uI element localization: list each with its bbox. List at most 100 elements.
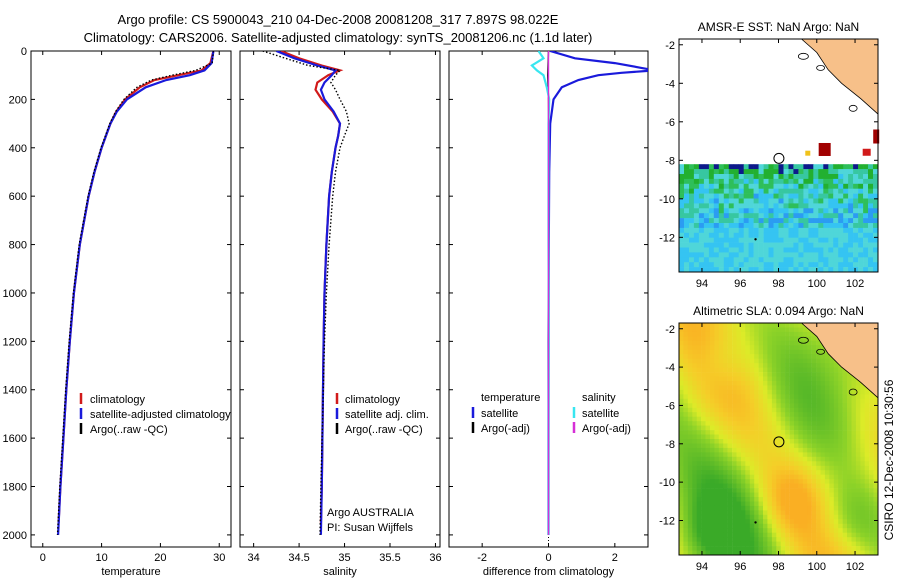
sla-map-cell (873, 483, 879, 489)
sla-map-cell (740, 523, 746, 529)
sla-map-cell (754, 434, 759, 440)
sla-map-cell (811, 532, 817, 538)
sla-map-cell (798, 519, 804, 525)
sla-map-cell (710, 461, 715, 467)
sla-map-cell (794, 537, 799, 542)
sla-map-cell (736, 372, 742, 377)
sla-map-cell (701, 323, 706, 328)
sla-map-cell (873, 439, 879, 444)
sla-map-cell (758, 340, 764, 346)
sst-map-cell (778, 218, 784, 224)
sst-map-cell (803, 198, 809, 204)
sla-map-cell (701, 407, 706, 413)
sst-map-cell (793, 237, 799, 243)
sla-map-cell (687, 488, 693, 493)
sla-map-cell (820, 528, 826, 533)
sla-map-cell (798, 323, 804, 328)
sst-map-cell (843, 193, 849, 199)
sla-map-cell (824, 550, 830, 556)
sla-map-cell (820, 345, 826, 351)
sla-map-cell (718, 465, 724, 471)
sla-map-cell (692, 546, 697, 551)
sla-map-cell (687, 412, 693, 417)
sla-map-cell (740, 483, 746, 489)
sst-map-cell (788, 174, 794, 180)
sst-map-cell (728, 169, 735, 175)
sst-map-cell (763, 232, 769, 238)
sla-map-cell (864, 505, 870, 511)
sla-map-cell (727, 550, 733, 556)
sst-map-cell (863, 164, 869, 170)
sst-map-cell (793, 203, 799, 209)
sla-map-cell (780, 412, 786, 417)
sla-map-cell (816, 345, 821, 351)
sla-map-cell (807, 358, 812, 364)
sla-map-cell (842, 461, 848, 467)
sla-map-cell (758, 381, 764, 386)
header-line-1: Argo profile: CS 5900043_210 04-Dec-2008… (118, 12, 559, 27)
sst-map-cell (813, 178, 819, 185)
sla-map-cell (794, 421, 799, 426)
sla-map-cell (842, 505, 848, 511)
sst-map-cell (733, 193, 739, 199)
sla-map-cell (816, 425, 821, 431)
sla-map-cell (842, 474, 848, 480)
sla-map-cell (727, 345, 733, 351)
sla-map-cell (873, 492, 879, 498)
sla-map-cell (705, 412, 711, 417)
sla-map-cell (829, 385, 835, 391)
sla-map-cell (780, 505, 786, 511)
sla-map-cell (824, 416, 830, 422)
sst-map-cell (853, 227, 859, 234)
sla-map-cell (842, 389, 848, 395)
temperature-y-tick-label: 1400 (3, 385, 27, 397)
sla-map-cell (679, 452, 684, 458)
sla-map-cell (763, 421, 768, 426)
sst-map-cell (728, 237, 735, 243)
sla-map-cell (855, 492, 861, 498)
sla-map-cell (771, 412, 777, 417)
sla-map-cell (785, 550, 790, 556)
sst-map-cell (843, 178, 849, 185)
sla-map-cell (785, 528, 790, 533)
sla-map-cell (727, 483, 733, 489)
sla-map-cell (789, 425, 795, 431)
salinity-x-tick-label: 36 (429, 552, 441, 564)
sla-map-cell (714, 528, 720, 533)
sla-map-cell (701, 412, 706, 417)
sla-map-cell (847, 488, 852, 493)
sst-map-cell (723, 183, 730, 189)
sst-map-cell (763, 169, 769, 175)
sla-map-cell (838, 403, 843, 409)
sst-map-cell (843, 257, 849, 263)
sla-map-cell (780, 407, 786, 413)
sst-map-cell (783, 213, 789, 219)
sst-map-cell (743, 208, 749, 214)
sla-map-cell (714, 488, 720, 493)
sla-map-cell (820, 483, 826, 489)
sla-map-cell (838, 479, 843, 484)
sla-map-cell (780, 349, 786, 355)
sla-map-cell (723, 407, 728, 413)
sst-map-cell (853, 247, 859, 253)
sla-map-cell (864, 470, 870, 475)
sla-map-cell (864, 407, 870, 413)
sla-map-cell (679, 381, 684, 386)
sla-map-cell (869, 452, 874, 458)
sla-map-cell (718, 381, 724, 386)
sla-map-cell (758, 336, 764, 342)
sla-map-cell (736, 546, 742, 551)
sla-map-cell (798, 372, 804, 377)
sla-map-cell (829, 394, 835, 400)
sla-map-cell (869, 465, 874, 471)
sla-map-cell (705, 363, 711, 368)
sst-map-cell (833, 237, 839, 243)
sla-map-cell (820, 501, 826, 507)
sla-map-cell (780, 381, 786, 386)
sst-map-cell (773, 262, 779, 268)
sst-map-cell (698, 262, 705, 268)
sla-map-cell (705, 416, 711, 422)
sst-map-cell (803, 257, 809, 263)
difference-legend-header-salinity: salinity (582, 392, 616, 404)
sst-map-cell (798, 188, 804, 194)
